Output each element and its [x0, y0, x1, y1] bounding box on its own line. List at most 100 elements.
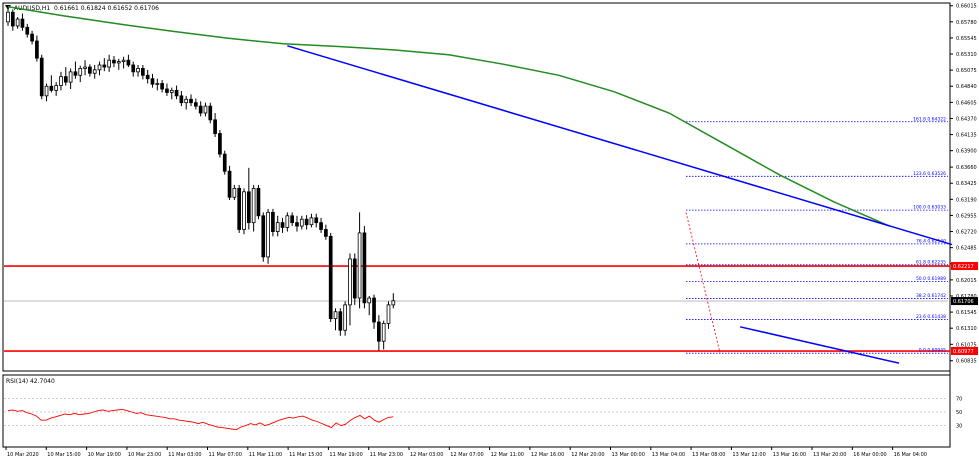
candle-body[interactable] [309, 217, 314, 226]
candle-body[interactable] [251, 187, 256, 224]
candle-body[interactable] [314, 217, 319, 224]
candle-body[interactable] [131, 64, 136, 73]
candle-body[interactable] [227, 170, 232, 198]
candle-body[interactable] [179, 95, 184, 104]
candle-body[interactable] [44, 85, 49, 97]
candle-body[interactable] [63, 76, 68, 83]
candle-body[interactable] [381, 322, 386, 342]
price-tick-label: 0.62955 [956, 213, 977, 219]
candle-body[interactable] [203, 105, 208, 114]
candle-body[interactable] [102, 64, 107, 68]
price-tick-label: 0.65075 [956, 68, 977, 74]
candle-body[interactable] [97, 64, 102, 71]
time-tick-label: 12 Mar 16:00 [531, 452, 564, 458]
candle-body[interactable] [319, 222, 323, 230]
candle-body[interactable] [352, 258, 357, 299]
candle-body[interactable] [25, 26, 30, 35]
candle-body[interactable] [150, 78, 155, 85]
candle-body[interactable] [10, 11, 15, 27]
candle-body[interactable] [213, 119, 217, 134]
candle-body[interactable] [121, 59, 126, 62]
current-price-badge-bg [951, 297, 978, 306]
candle-body[interactable] [184, 98, 189, 104]
candle-body[interactable] [266, 211, 270, 258]
candle-body[interactable] [275, 222, 280, 232]
candle-body[interactable] [83, 66, 87, 69]
candle-body[interactable] [78, 68, 83, 76]
candle-body[interactable] [73, 71, 78, 76]
rsi-label: RSI(14) 42.7040 [6, 378, 55, 385]
candle-body[interactable] [299, 218, 304, 227]
candle-body[interactable] [304, 218, 309, 226]
candle-body[interactable] [333, 311, 338, 319]
candle-body[interactable] [49, 85, 54, 91]
candle-body[interactable] [285, 215, 290, 228]
time-tick-label: 13 Mar 12:00 [732, 452, 765, 458]
candle-body[interactable] [198, 105, 203, 114]
candle-body[interactable] [35, 40, 39, 59]
candle-body[interactable] [112, 59, 116, 64]
candle-body[interactable] [169, 89, 174, 93]
candle-body[interactable] [92, 69, 97, 74]
time-tick-label: 13 Mar 16:00 [773, 452, 806, 458]
price-tick-label: 0.60835 [956, 359, 977, 365]
candle-body[interactable] [280, 222, 285, 228]
candle-body[interactable] [256, 187, 261, 217]
candle-body[interactable] [155, 83, 160, 85]
candle-body[interactable] [126, 59, 131, 66]
candle-body[interactable] [208, 105, 213, 121]
candle-body[interactable] [348, 258, 352, 306]
candle-body[interactable] [136, 68, 140, 73]
candle-body[interactable] [290, 215, 295, 224]
time-tick-label: 11 Mar 19:00 [329, 452, 362, 458]
candle-body[interactable] [237, 187, 242, 230]
candle-body[interactable] [222, 153, 227, 172]
price-tick-label: 0.65310 [956, 52, 977, 58]
candle-body[interactable] [362, 232, 367, 304]
candle-body[interactable] [271, 211, 275, 232]
candle-body[interactable] [141, 68, 145, 76]
candle-body[interactable] [367, 297, 372, 304]
candle-body[interactable] [15, 18, 20, 27]
trendline[interactable] [287, 45, 953, 246]
candle-body[interactable] [145, 74, 150, 80]
candle-body[interactable] [328, 235, 333, 319]
candle-body[interactable] [6, 11, 10, 23]
candle-body[interactable] [295, 222, 299, 227]
time-tick-label: 16 Mar 04:00 [894, 452, 927, 458]
candle-body[interactable] [232, 187, 237, 198]
candle-body[interactable] [54, 85, 59, 91]
price-tick-label: 0.65780 [956, 20, 977, 26]
candle-body[interactable] [357, 232, 362, 299]
candle-body[interactable] [88, 66, 92, 74]
candle-body[interactable] [20, 18, 25, 28]
candle-body[interactable] [189, 98, 193, 104]
candle-body[interactable] [107, 59, 111, 68]
candle-body[interactable] [160, 83, 164, 90]
candle-body[interactable] [372, 297, 376, 323]
candle-body[interactable] [30, 33, 34, 42]
candle-body[interactable] [59, 76, 63, 86]
candle-body[interactable] [218, 133, 222, 155]
time-tick-label: 11 Mar 15:00 [289, 452, 322, 458]
candle-body[interactable] [116, 61, 121, 64]
trendline[interactable] [739, 326, 900, 364]
candle-body[interactable] [391, 300, 396, 306]
price-tick-label: 0.64370 [956, 116, 977, 122]
candle-body[interactable] [386, 304, 391, 324]
candle-body[interactable] [324, 229, 328, 237]
candle-body[interactable] [174, 89, 179, 97]
candle-body[interactable] [68, 71, 73, 83]
candle-body[interactable] [246, 191, 251, 224]
candle-body[interactable] [338, 311, 343, 331]
candle-body[interactable] [193, 102, 198, 107]
candle-body[interactable] [343, 304, 347, 331]
resistance-price-badge-bg [951, 262, 978, 271]
candle-body[interactable] [39, 57, 44, 97]
fib-level-label: 100.0 0.63033 [913, 205, 946, 211]
candle-body[interactable] [261, 215, 266, 258]
candle-body[interactable] [165, 88, 169, 93]
candle-body[interactable] [377, 321, 381, 342]
candle-body[interactable] [242, 191, 246, 230]
